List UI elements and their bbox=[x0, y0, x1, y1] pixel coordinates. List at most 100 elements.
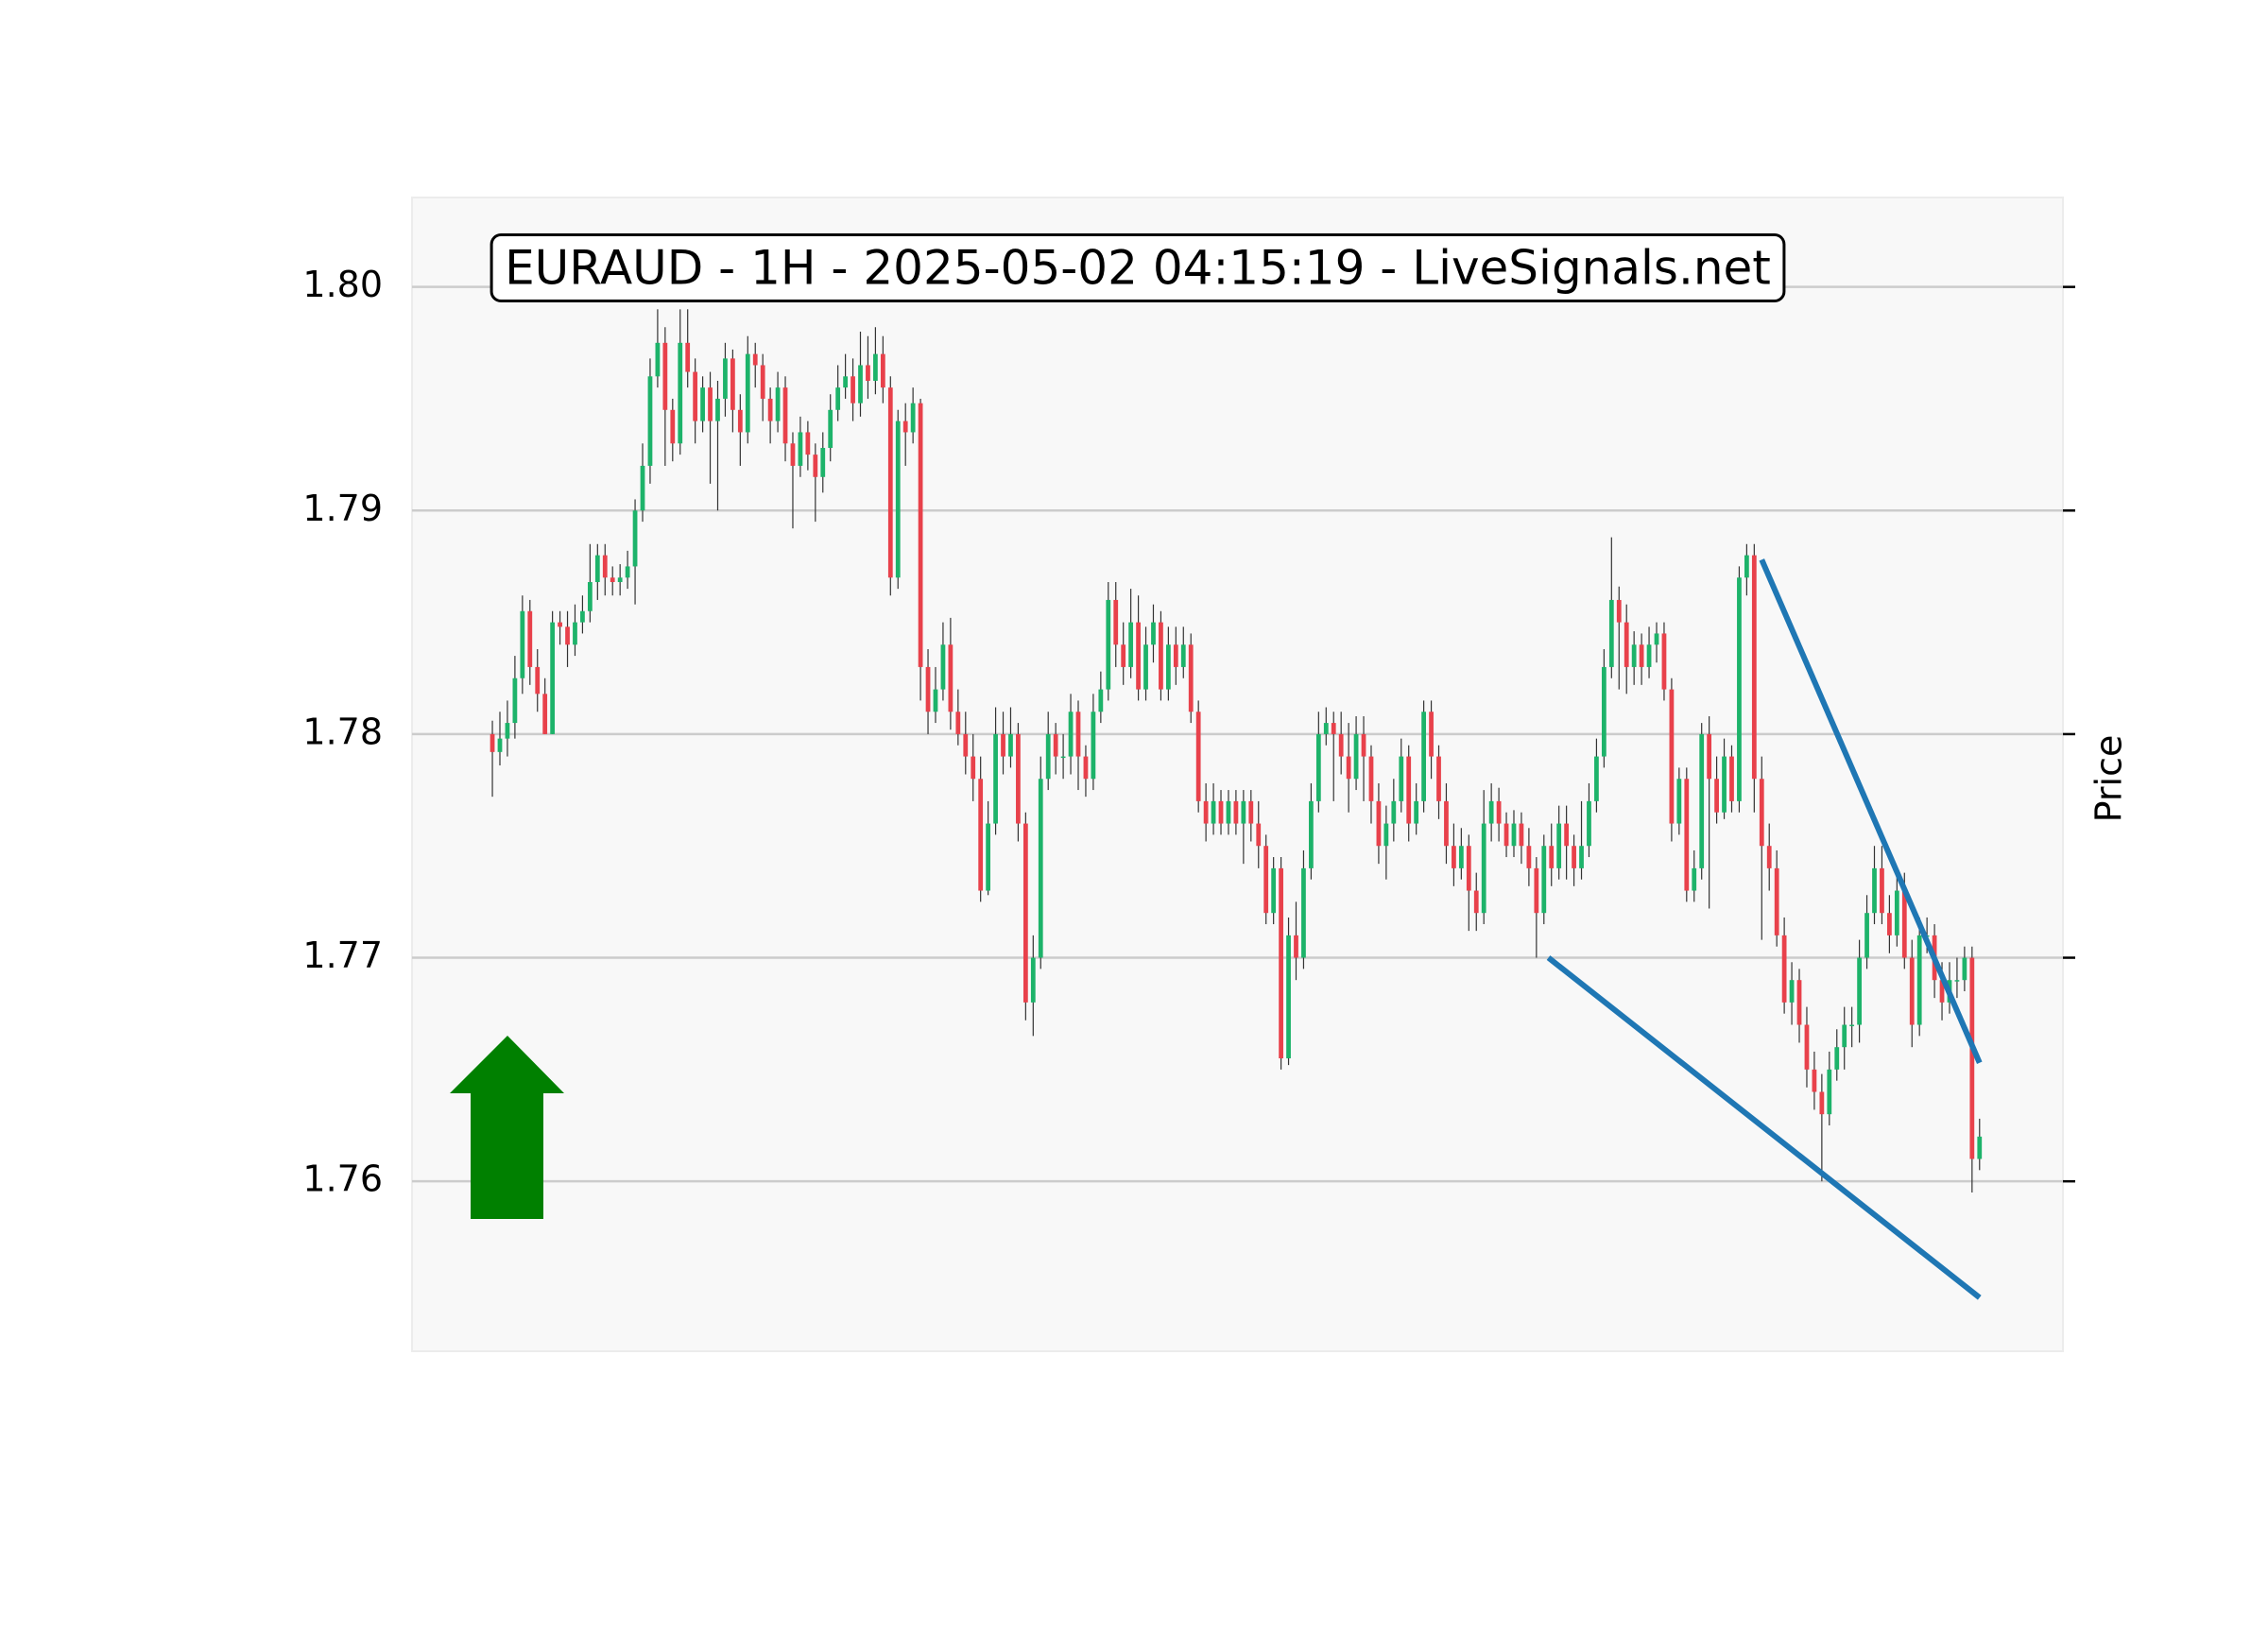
candle-body bbox=[1880, 867, 1884, 914]
plot-area bbox=[411, 197, 2064, 1352]
candle-body bbox=[1429, 712, 1434, 757]
candle-body bbox=[1774, 867, 1779, 935]
candles bbox=[490, 309, 1983, 1192]
candle-body bbox=[1414, 800, 1419, 824]
candle-body bbox=[775, 387, 781, 421]
candle-body bbox=[1692, 867, 1697, 891]
candle-body bbox=[1180, 644, 1186, 667]
candle-body bbox=[918, 403, 923, 667]
candle-body bbox=[1631, 644, 1637, 667]
candle-body bbox=[1203, 800, 1209, 824]
candle-body bbox=[850, 376, 855, 403]
signal-arrow bbox=[450, 1036, 564, 1219]
candle-body bbox=[737, 409, 743, 433]
candle-body bbox=[527, 610, 533, 667]
candle-body bbox=[647, 376, 653, 466]
candle-body bbox=[1954, 980, 1960, 982]
candle-body bbox=[1315, 733, 1321, 801]
candle-body bbox=[1511, 823, 1517, 847]
candle-body bbox=[813, 455, 818, 477]
candle-body bbox=[1391, 800, 1397, 824]
trend-lines bbox=[1546, 558, 1983, 1300]
candle-body bbox=[1864, 913, 1869, 958]
candle-body bbox=[1722, 756, 1727, 813]
candle-body bbox=[1016, 733, 1021, 824]
candle-body bbox=[662, 342, 668, 410]
candle-body bbox=[1151, 622, 1156, 645]
candle-body bbox=[760, 365, 765, 399]
candle-body bbox=[880, 353, 885, 388]
candle-body bbox=[1376, 800, 1382, 847]
candle-body bbox=[1241, 800, 1246, 824]
candle-body bbox=[1106, 599, 1111, 690]
candle-body bbox=[1399, 756, 1404, 801]
candle-body bbox=[512, 678, 518, 724]
candle-body bbox=[1572, 846, 1576, 868]
candle-body bbox=[1872, 867, 1877, 914]
candle-body bbox=[1346, 756, 1351, 780]
candle-body bbox=[782, 387, 788, 444]
candle-body bbox=[1857, 957, 1862, 1025]
y-tick-label: 1.76 bbox=[302, 1158, 383, 1200]
candle-body bbox=[858, 365, 863, 403]
candle-body bbox=[1165, 644, 1171, 690]
candle-body bbox=[1534, 867, 1539, 914]
candle-body bbox=[1331, 723, 1336, 734]
candle-body bbox=[1030, 957, 1036, 1003]
candle-body bbox=[925, 666, 931, 712]
candle-body bbox=[828, 409, 833, 449]
candle-body bbox=[1587, 800, 1591, 847]
candle-body bbox=[535, 666, 541, 695]
candle-body bbox=[1256, 823, 1262, 847]
candle-body bbox=[1909, 957, 1915, 1025]
candle-body bbox=[1338, 733, 1344, 757]
candle-body bbox=[1173, 644, 1178, 667]
candle-body bbox=[1436, 756, 1441, 801]
candle-body bbox=[866, 365, 870, 382]
candle-body bbox=[1098, 689, 1104, 712]
candle-body bbox=[1001, 733, 1005, 757]
candle-body bbox=[1834, 1047, 1840, 1070]
candle-body bbox=[820, 448, 826, 477]
candle-body bbox=[1233, 800, 1239, 824]
candle-body bbox=[573, 622, 577, 645]
candle-body bbox=[887, 387, 893, 578]
candle-body bbox=[1939, 980, 1945, 1003]
candle-body bbox=[1608, 599, 1614, 667]
candle-body bbox=[1601, 666, 1606, 757]
candle-body bbox=[1136, 622, 1141, 690]
candle-body bbox=[1458, 846, 1464, 868]
candle-body bbox=[745, 353, 750, 433]
candle-body bbox=[993, 733, 998, 824]
candle-body bbox=[986, 823, 991, 891]
candle-body bbox=[715, 398, 720, 421]
y-axis-label: Price bbox=[2088, 735, 2130, 823]
candle-body bbox=[1353, 733, 1359, 780]
candle-body bbox=[558, 622, 562, 627]
candle-body bbox=[1707, 733, 1712, 780]
candle-body bbox=[1406, 756, 1412, 824]
candle-body bbox=[1218, 800, 1224, 824]
candle-body bbox=[1481, 823, 1486, 914]
candle-body bbox=[1444, 800, 1449, 847]
candle-body bbox=[1188, 644, 1194, 712]
candle-body bbox=[497, 738, 503, 752]
trend-line bbox=[1546, 955, 1982, 1300]
trend-line bbox=[1759, 558, 1983, 1064]
candle-body bbox=[1496, 800, 1502, 824]
candle-body bbox=[1819, 1091, 1825, 1115]
candle-body bbox=[948, 644, 954, 712]
candle-body bbox=[490, 733, 495, 752]
candle-body bbox=[873, 353, 878, 382]
candle-body bbox=[1684, 779, 1690, 891]
candle-body bbox=[752, 353, 758, 366]
candle-body bbox=[1526, 846, 1532, 868]
candle-body bbox=[1279, 867, 1283, 1059]
candle-body bbox=[1962, 957, 1967, 981]
candle-body bbox=[1969, 957, 1975, 1159]
candle-body bbox=[798, 432, 803, 466]
candle-body bbox=[700, 387, 705, 421]
candle-body bbox=[1737, 577, 1742, 801]
candle-body bbox=[1211, 800, 1216, 824]
candle-body bbox=[1452, 846, 1456, 868]
